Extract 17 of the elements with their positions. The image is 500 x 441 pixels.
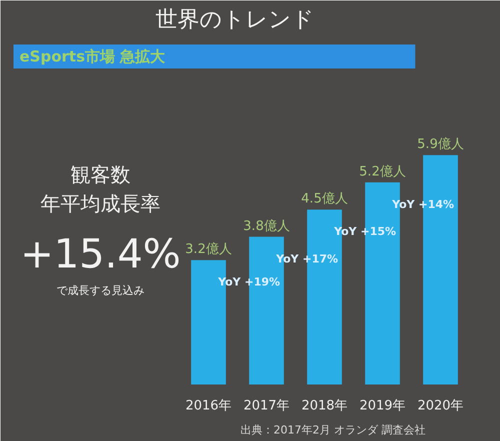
chart-subtitle: eSports市場 急拡大 <box>20 48 166 66</box>
x-tick-label: 2016年 <box>185 398 232 414</box>
data-label: 3.8億人 <box>243 218 290 234</box>
text: で成長する見込み <box>56 284 144 297</box>
x-tick-label: 2018年 <box>301 398 348 414</box>
text: 観客数 <box>70 162 130 186</box>
text: 年平均成長率 <box>40 192 160 216</box>
x-tick-label: 2017年 <box>243 398 290 414</box>
source-note: 出典：2017年2月 オランダ 調査会社 <box>240 424 426 436</box>
x-tick-label: 2020年 <box>417 398 464 414</box>
data-label: 5.2億人 <box>359 164 406 180</box>
data-label: 5.9億人 <box>417 137 464 152</box>
data-label: 3.2億人 <box>185 242 232 258</box>
data-label: 4.5億人 <box>301 192 348 207</box>
annotation: +15.4% <box>20 232 181 278</box>
chart-title: 世界のトレンド <box>156 8 314 32</box>
x-tick-label: 2019年 <box>359 398 406 414</box>
